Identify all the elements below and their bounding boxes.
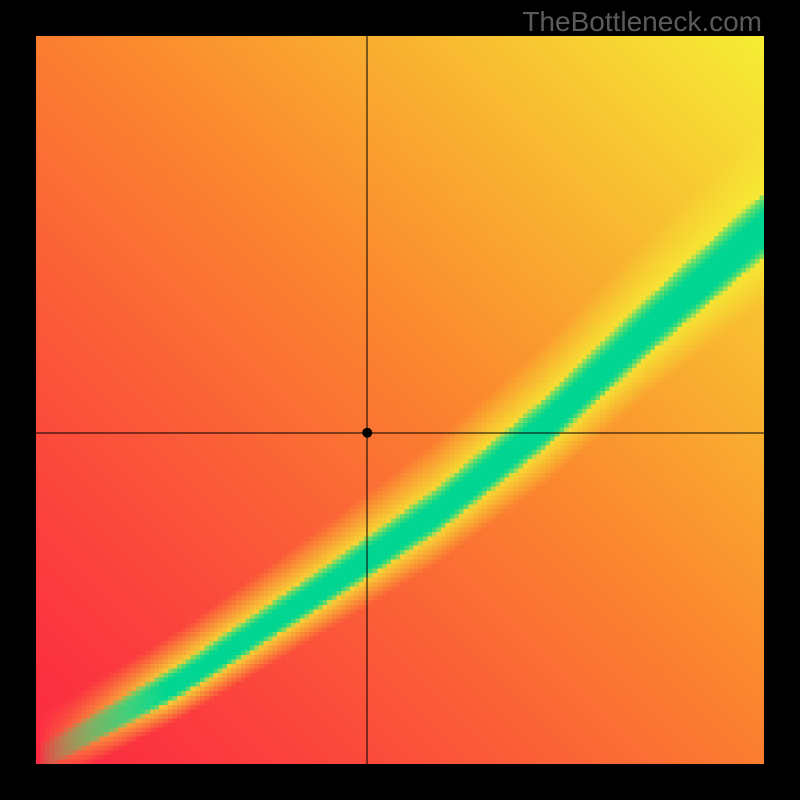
bottleneck-heatmap xyxy=(36,36,764,764)
attribution-label: TheBottleneck.com xyxy=(522,6,762,38)
chart-container: TheBottleneck.com xyxy=(0,0,800,800)
